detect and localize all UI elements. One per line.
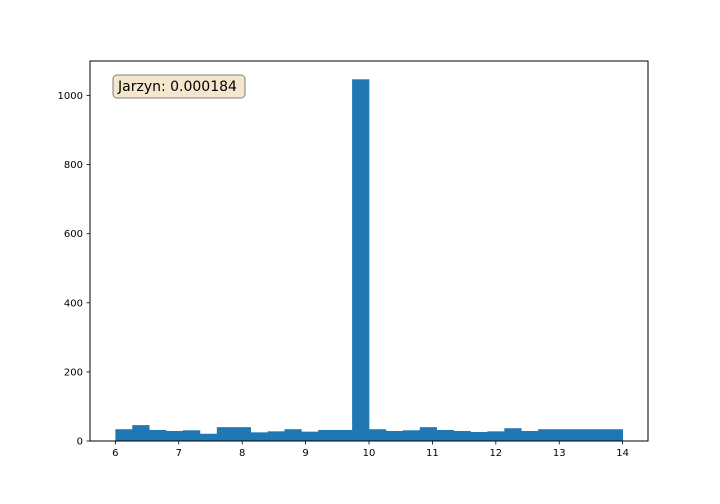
- histogram-bar: [318, 429, 336, 441]
- y-tick-label: 400: [64, 298, 83, 309]
- histogram-bar: [504, 428, 522, 441]
- histogram-bar: [183, 430, 201, 441]
- histogram-bar: [149, 429, 167, 441]
- histogram-bar: [132, 425, 150, 441]
- x-tick-label: 8: [239, 448, 245, 459]
- x-tick-label: 7: [176, 448, 182, 459]
- y-tick-label: 200: [64, 367, 83, 378]
- histogram-bar: [385, 430, 404, 441]
- histogram-bar: [199, 433, 218, 441]
- y-tick-label: 0: [77, 437, 83, 448]
- histogram-bar: [115, 429, 133, 441]
- x-tick-label: 13: [553, 448, 566, 459]
- y-tick-label: 1000: [58, 91, 83, 102]
- histogram-bar: [436, 429, 454, 441]
- histogram-bar: [588, 429, 607, 441]
- histogram-bars: [115, 79, 623, 441]
- histogram-bar: [605, 429, 623, 441]
- histogram-bar: [284, 429, 302, 441]
- x-axis: 6 7 8 9 10 11 12 13 14: [112, 441, 629, 459]
- histogram-bar: [250, 432, 268, 441]
- y-axis: 0 200 400 600 800 1000: [58, 91, 90, 448]
- histogram-bar: [538, 429, 556, 441]
- x-tick-label: 10: [363, 448, 376, 459]
- histogram-bar: [369, 429, 387, 441]
- histogram-bar: [402, 430, 421, 441]
- histogram-bar: [352, 79, 370, 441]
- x-tick-label: 12: [489, 448, 502, 459]
- histogram-bar: [335, 429, 353, 441]
- plot-area-frame: [89, 60, 649, 442]
- histogram-bar: [487, 431, 505, 441]
- x-tick-label: 11: [426, 448, 439, 459]
- histogram-bar: [555, 429, 573, 441]
- x-tick-label: 14: [616, 448, 629, 459]
- histogram-bar: [419, 427, 437, 441]
- y-tick-label: 800: [64, 160, 83, 171]
- y-tick-label: 600: [64, 229, 83, 240]
- histogram-bar: [216, 427, 235, 441]
- x-tick-label: 6: [112, 448, 118, 459]
- histogram-bar: [301, 431, 319, 441]
- annotation-background: [112, 74, 246, 99]
- histogram-bar: [571, 429, 590, 441]
- annotation-text: Jarzyn: 0.000184: [117, 79, 237, 95]
- histogram-bar: [521, 430, 539, 441]
- histogram-bar: [470, 432, 488, 441]
- histogram-bar: [166, 430, 184, 441]
- histogram-bar: [267, 431, 285, 441]
- histogram-bar: [233, 427, 251, 441]
- annotation-box: Jarzyn: 0.000184: [112, 74, 246, 99]
- histogram-bar: [453, 430, 471, 441]
- x-tick-label: 9: [302, 448, 308, 459]
